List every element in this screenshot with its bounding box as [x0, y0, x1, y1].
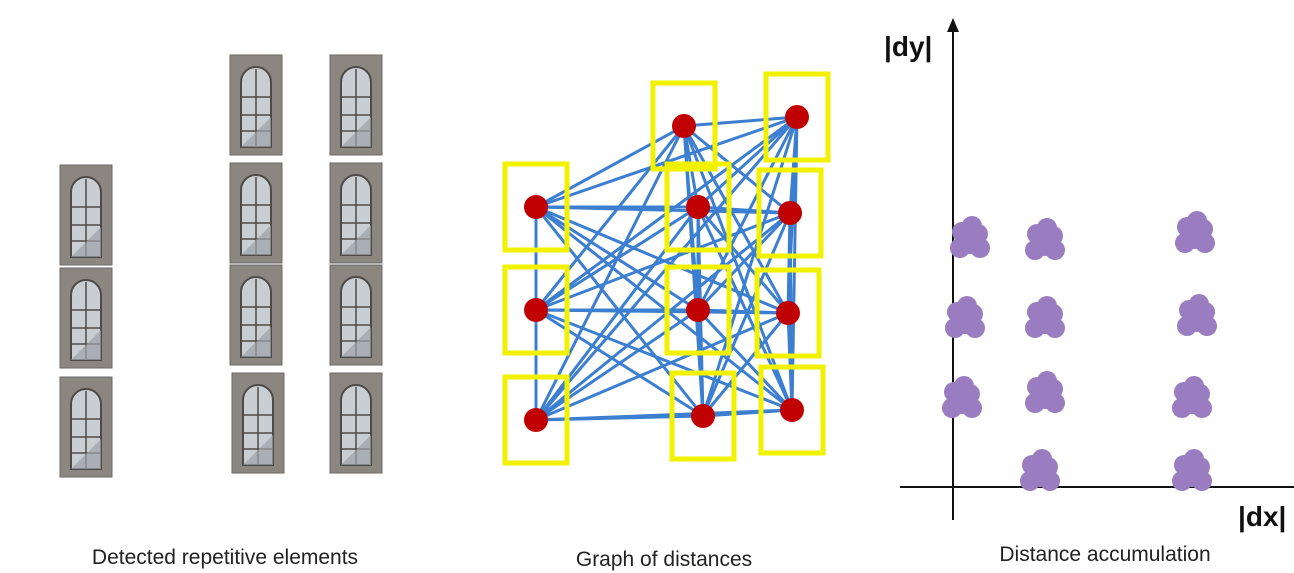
window — [60, 165, 112, 265]
cluster-dot — [1172, 398, 1192, 418]
cluster-dot — [962, 216, 982, 236]
cluster-dot — [950, 238, 970, 258]
window — [232, 373, 284, 473]
cluster — [1025, 296, 1065, 338]
cluster — [1025, 218, 1065, 260]
axes — [900, 18, 1294, 520]
cluster-dot — [1020, 471, 1040, 491]
y-axis-arrow — [947, 18, 959, 32]
cluster-dot — [1025, 318, 1045, 338]
cluster-dot — [1175, 233, 1195, 253]
window — [330, 373, 382, 473]
cluster-dot — [1045, 393, 1065, 413]
caption: Graph of distances — [576, 548, 752, 571]
cluster-dot — [1187, 211, 1207, 231]
node — [780, 398, 804, 422]
cluster-dot — [1045, 318, 1065, 338]
cluster-dot — [1192, 398, 1212, 418]
window — [330, 55, 382, 155]
cluster-dot — [1172, 471, 1192, 491]
cluster-dot — [1040, 471, 1060, 491]
cluster-dot — [1195, 233, 1215, 253]
cluster — [950, 216, 990, 258]
y-axis-label: |dy| — [884, 31, 932, 62]
window — [330, 163, 382, 263]
cluster — [1025, 371, 1065, 413]
node — [691, 404, 715, 428]
node — [785, 105, 809, 129]
window — [230, 265, 282, 365]
node — [778, 201, 802, 225]
node — [524, 195, 548, 219]
window — [60, 377, 112, 477]
cluster-dot — [965, 318, 985, 338]
cluster — [1172, 376, 1212, 418]
cluster-dot — [1045, 240, 1065, 260]
node — [686, 298, 710, 322]
cluster-dot — [1197, 316, 1217, 336]
window — [60, 268, 112, 368]
x-axis-label: |dx| — [1238, 501, 1286, 532]
windows-panel — [60, 55, 382, 477]
cluster — [1177, 294, 1217, 336]
node — [524, 298, 548, 322]
caption: Detected repetitive elements — [92, 546, 358, 569]
window — [230, 55, 282, 155]
caption: Distance accumulation — [999, 543, 1210, 566]
cluster-dot — [1192, 471, 1212, 491]
node — [672, 114, 696, 138]
distance-clusters — [942, 211, 1217, 491]
cluster-dot — [954, 376, 974, 396]
cluster — [945, 296, 985, 338]
cluster — [1172, 449, 1212, 491]
cluster-dot — [970, 238, 990, 258]
node — [776, 301, 800, 325]
node — [524, 408, 548, 432]
cluster-dot — [942, 398, 962, 418]
cluster-dot — [1037, 371, 1057, 391]
cluster — [1175, 211, 1215, 253]
cluster — [1020, 449, 1060, 491]
cluster-dot — [1037, 218, 1057, 238]
cluster-dot — [1184, 376, 1204, 396]
cluster-dot — [1189, 294, 1209, 314]
cluster-dot — [1184, 449, 1204, 469]
node — [686, 195, 710, 219]
cluster-dot — [1025, 240, 1045, 260]
cluster-dot — [1032, 449, 1052, 469]
window — [330, 265, 382, 365]
cluster-dot — [1177, 316, 1197, 336]
cluster-dot — [945, 318, 965, 338]
cluster-dot — [1025, 393, 1045, 413]
cluster — [942, 376, 982, 418]
window — [230, 163, 282, 263]
figure: |dy| |dx| Detected repetitive elements G… — [0, 0, 1294, 573]
cluster-dot — [957, 296, 977, 316]
cluster-dot — [1037, 296, 1057, 316]
cluster-dot — [962, 398, 982, 418]
